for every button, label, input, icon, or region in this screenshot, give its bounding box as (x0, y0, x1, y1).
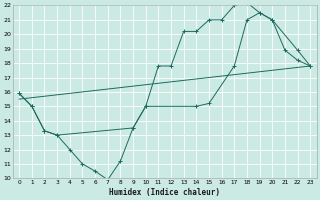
X-axis label: Humidex (Indice chaleur): Humidex (Indice chaleur) (109, 188, 220, 197)
